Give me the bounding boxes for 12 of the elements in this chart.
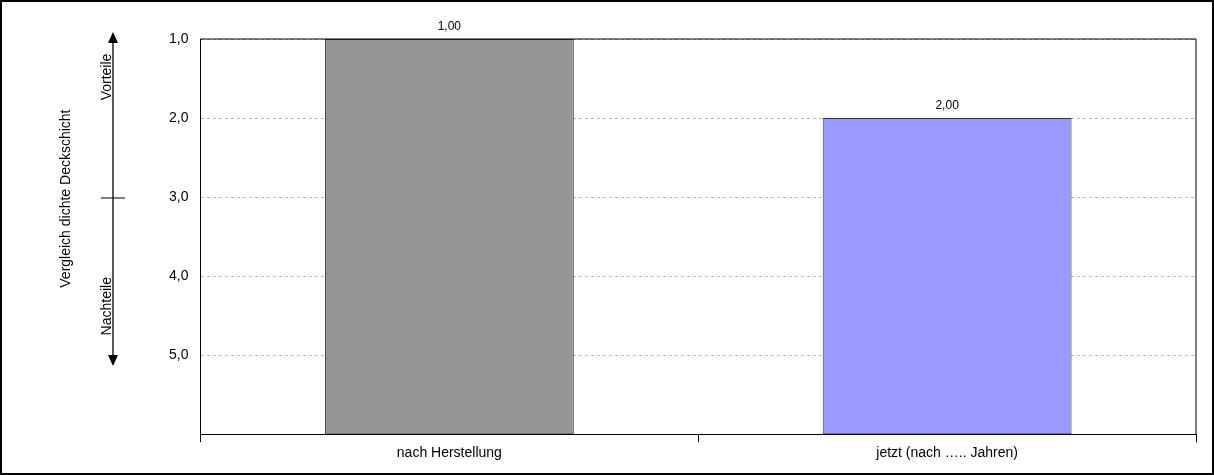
x-tick-label: nach Herstellung: [396, 444, 502, 461]
y-tick-label: 2,0: [168, 108, 189, 125]
y-tick-label: 5,0: [168, 346, 189, 363]
y-tick-label: 1,0: [168, 29, 189, 46]
text: Vorteile: [98, 53, 115, 101]
text: Nachteile: [98, 276, 115, 336]
x-tick-label: jetzt (nach ….. Jahren): [875, 444, 1018, 461]
text: Vergleich dichte Deckschicht: [57, 109, 74, 288]
data-label: 2,00: [935, 98, 960, 113]
data-label: 1,00: [437, 19, 462, 34]
y-tick-label: 3,0: [168, 187, 189, 204]
y-tick-label: 4,0: [168, 266, 189, 283]
